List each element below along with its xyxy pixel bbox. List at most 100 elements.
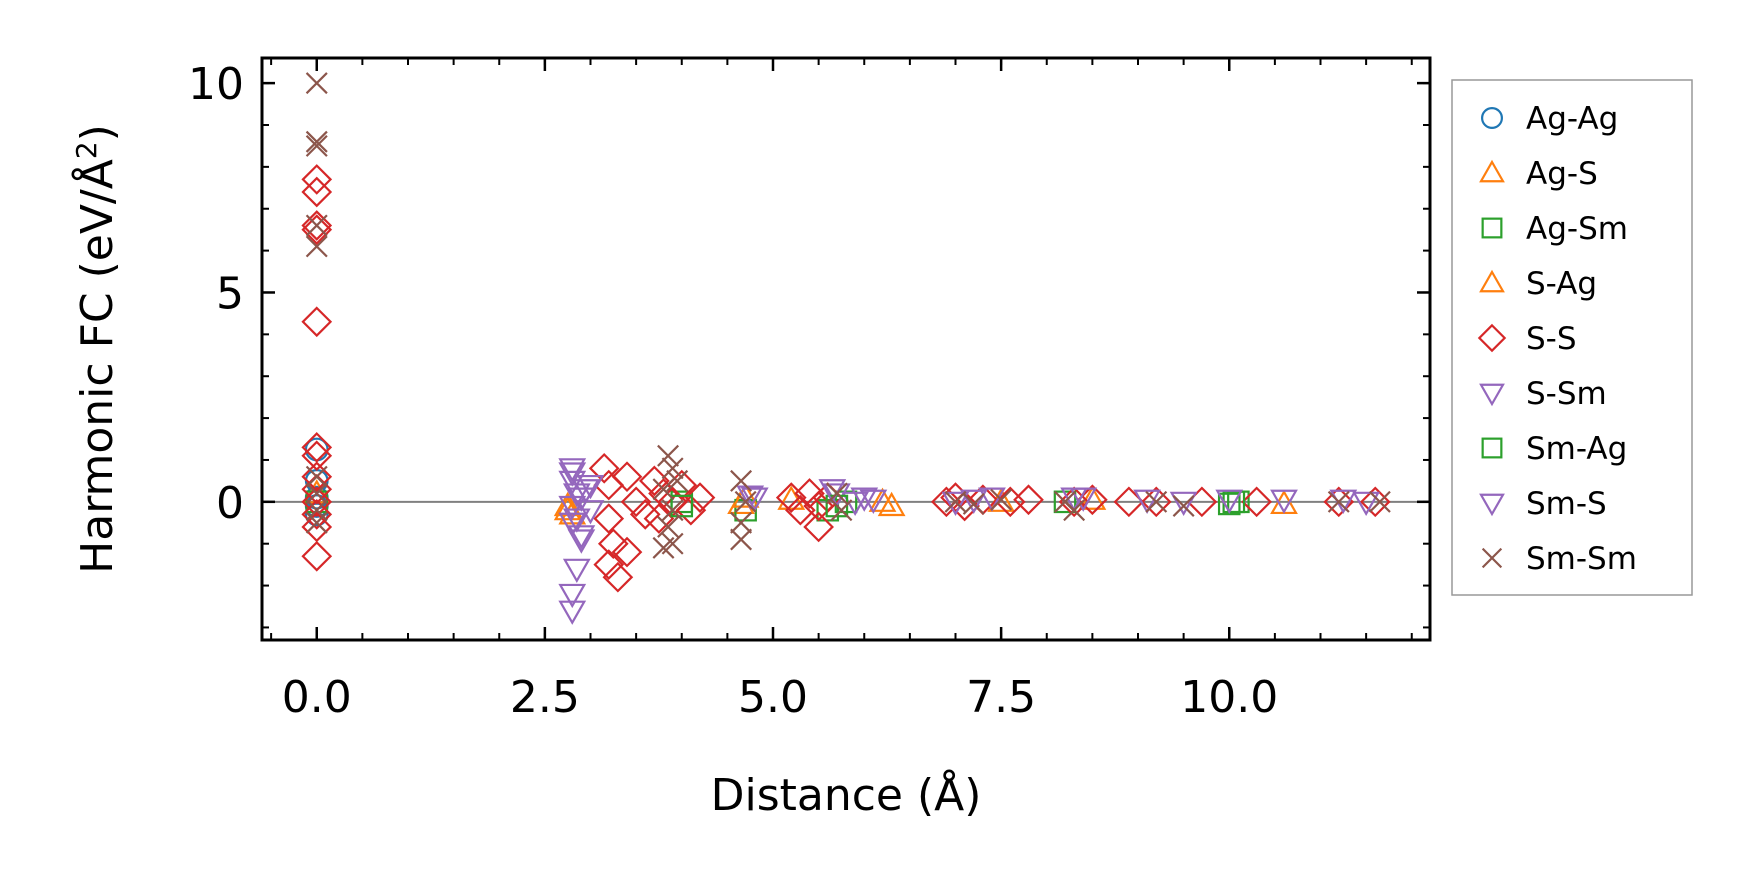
legend-box xyxy=(1451,79,1693,596)
data-point xyxy=(877,491,906,517)
data-point xyxy=(301,511,333,543)
data-point xyxy=(558,495,587,521)
data-point xyxy=(558,600,587,625)
data-point xyxy=(941,491,970,517)
data-point xyxy=(602,561,634,593)
data-point xyxy=(611,536,643,568)
data-point xyxy=(730,528,753,551)
legend-marker xyxy=(1479,383,1505,407)
legend-marker xyxy=(1479,159,1505,183)
data-point xyxy=(1215,489,1244,514)
data-point xyxy=(593,503,625,534)
data-point xyxy=(576,500,605,525)
legend-item: Ag-Sm xyxy=(1481,211,1628,247)
data-point xyxy=(558,462,587,487)
data-point xyxy=(301,306,333,338)
data-point xyxy=(825,482,848,505)
data-point xyxy=(657,444,680,467)
data-point xyxy=(567,525,596,550)
data-point xyxy=(1270,489,1298,514)
data-point xyxy=(734,490,757,513)
data-point xyxy=(730,511,753,534)
data-point xyxy=(803,511,834,543)
data-point xyxy=(620,486,652,518)
data-point xyxy=(661,457,684,480)
data-point xyxy=(1172,495,1195,517)
legend-marker xyxy=(1481,217,1503,239)
data-point xyxy=(301,164,333,195)
data-point xyxy=(1058,486,1090,518)
data-point xyxy=(657,515,680,538)
series-s-sm xyxy=(558,458,1381,625)
axes-frame xyxy=(260,56,1432,642)
x-axis-label: Distance (Å) xyxy=(711,768,982,821)
data-point xyxy=(567,529,596,554)
data-point xyxy=(830,499,853,522)
legend-item: Sm-Ag xyxy=(1481,431,1627,467)
x-tick-label: 5.0 xyxy=(738,672,808,723)
data-point xyxy=(301,461,333,493)
data-point xyxy=(868,487,897,512)
data-point xyxy=(1368,490,1391,513)
y-tick-label: 5 xyxy=(216,268,244,319)
data-point xyxy=(1078,485,1107,510)
data-point xyxy=(301,432,333,463)
data-point xyxy=(652,478,675,501)
data-point xyxy=(301,486,333,518)
legend-label: Sm-S xyxy=(1526,486,1607,522)
data-point xyxy=(305,511,328,534)
legend-item: S-Sm xyxy=(1479,376,1607,412)
data-point xyxy=(305,134,328,157)
y-axis-label: Harmonic FC (eV/Å2) xyxy=(70,124,123,574)
legend-label: Sm-Sm xyxy=(1526,541,1637,577)
data-point xyxy=(775,482,807,513)
data-point xyxy=(730,469,753,492)
legend-marker xyxy=(1477,323,1507,353)
data-point xyxy=(652,536,675,559)
data-point xyxy=(666,469,689,492)
legend-marker xyxy=(1479,493,1505,517)
data-point xyxy=(944,490,967,513)
data-point xyxy=(301,214,333,246)
data-point xyxy=(978,487,1006,512)
data-point xyxy=(850,487,879,512)
data-point xyxy=(1145,490,1168,513)
data-point xyxy=(994,486,1026,518)
data-point xyxy=(962,492,985,515)
legend-label: Ag-S xyxy=(1526,156,1598,192)
x-tick-label: 2.5 xyxy=(510,672,580,723)
data-point xyxy=(1241,486,1272,518)
data-point xyxy=(661,499,684,522)
y-axis-label-superscript: 2 xyxy=(70,141,103,159)
data-point xyxy=(1352,491,1381,517)
legend-label: S-Sm xyxy=(1526,376,1607,412)
data-point xyxy=(990,488,1013,511)
data-point xyxy=(593,549,625,580)
data-point xyxy=(567,487,596,512)
data-point xyxy=(305,235,328,258)
data-point xyxy=(1169,491,1198,517)
data-point xyxy=(305,72,328,95)
data-point xyxy=(597,528,629,560)
legend-item: Sm-S xyxy=(1479,486,1607,522)
x-tick-label: 0.0 xyxy=(282,672,352,723)
tick-labels: 0.0 2.5 5.0 7.5 10.0 0 5 10 xyxy=(188,59,1278,723)
legend-marker xyxy=(1479,269,1505,293)
data-point xyxy=(675,494,707,526)
data-point xyxy=(305,214,328,237)
data-point xyxy=(576,474,605,500)
data-point xyxy=(931,486,962,518)
y-tick-label: 10 xyxy=(188,59,244,110)
series-sm-sm xyxy=(305,72,1391,559)
legend-item: S-Ag xyxy=(1479,266,1597,302)
data-point xyxy=(1013,484,1044,516)
data-point xyxy=(670,494,694,518)
y-tick-label: 0 xyxy=(216,478,244,529)
data-point xyxy=(859,489,888,514)
series-sm-s xyxy=(558,462,1358,554)
data-point xyxy=(301,540,333,572)
data-point xyxy=(558,458,587,483)
data-point xyxy=(305,465,328,488)
legend-label: Ag-Sm xyxy=(1526,211,1628,247)
